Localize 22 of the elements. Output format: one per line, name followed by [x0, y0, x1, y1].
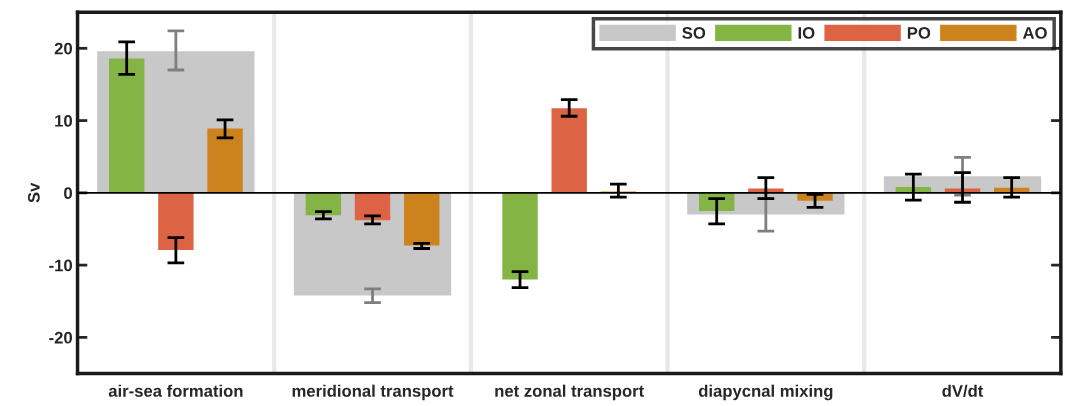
legend-label: IO: [798, 27, 815, 39]
x-tick-label: air-sea formation: [108, 384, 243, 397]
bar: [502, 192, 538, 280]
bar: [158, 192, 194, 250]
y-tick-label: 20: [54, 42, 72, 55]
y-tick-label: 0: [64, 187, 72, 200]
x-tick-label: dV/dt: [942, 384, 984, 398]
legend-label: SO: [682, 27, 706, 39]
bar: [207, 128, 243, 193]
bar: [551, 108, 587, 193]
bar: [354, 192, 391, 221]
x-tick-label: net zonal transport: [495, 384, 644, 401]
x-tick-label: meridional transport: [292, 384, 454, 401]
x-tick-label: diapycnal mixing: [698, 384, 833, 401]
legend-label: PO: [907, 27, 931, 39]
y-axis-title: Sv: [27, 182, 40, 203]
y-tick-label: -20: [49, 331, 72, 344]
bar: [404, 192, 440, 246]
y-tick-label: -10: [49, 259, 72, 272]
legend-label: AO: [1022, 27, 1047, 39]
y-tick-label: 10: [55, 114, 72, 127]
bar: [109, 58, 145, 193]
